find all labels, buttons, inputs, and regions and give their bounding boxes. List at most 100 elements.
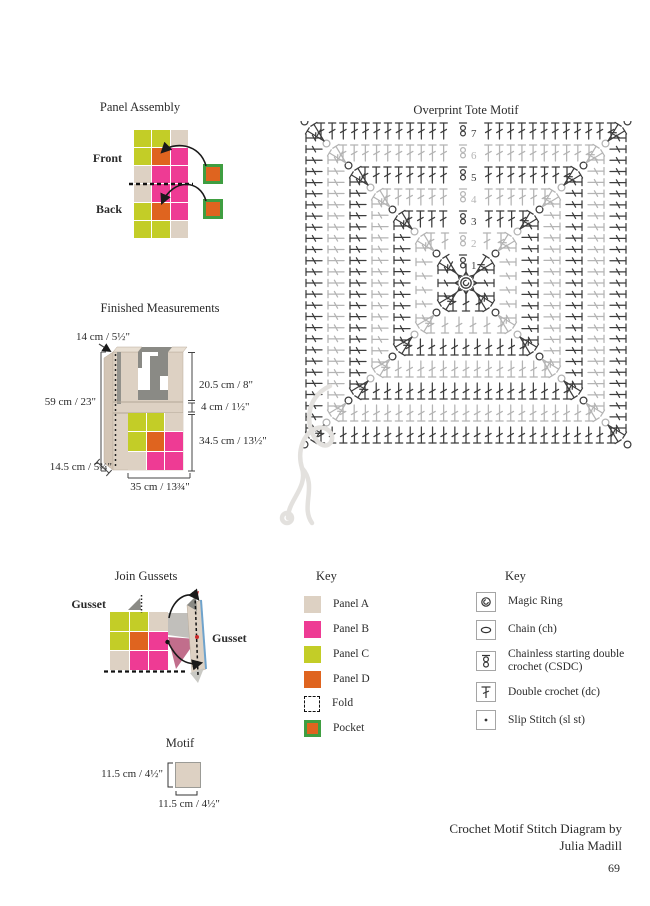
credit-line-1: Crochet Motif Stitch Diagram by xyxy=(449,821,622,836)
D-swatch xyxy=(304,671,321,688)
motif-chart-title: Overprint Tote Motif xyxy=(413,103,519,117)
total-height-label: 59 cm / 23" xyxy=(44,396,96,408)
grid-cell-c xyxy=(128,432,146,451)
key-item-slip-stitch: Slip Stitch (sl st) xyxy=(476,710,630,731)
grid-cell-c xyxy=(152,220,170,238)
double-crochet-icon xyxy=(476,682,496,703)
grid-cell-b xyxy=(170,202,188,220)
back-handle-shadow xyxy=(158,352,168,376)
motif-chart-section: Overprint Tote Motif 1 2 3 4 5 6 7 xyxy=(298,95,638,475)
handle-notch xyxy=(138,352,168,400)
grid-cell-a xyxy=(110,651,129,670)
grid-cell-c xyxy=(134,130,152,148)
gusset-edge-line xyxy=(200,599,207,670)
key-panels-title: Key xyxy=(316,569,337,583)
grid-cell-a xyxy=(170,130,188,148)
gusset-flag-triangle xyxy=(128,598,141,610)
svg-text:3: 3 xyxy=(471,216,477,228)
csdc-icon xyxy=(476,651,496,672)
pocket-swatch xyxy=(304,720,321,737)
grid-cell-a xyxy=(149,612,168,631)
motif-size-section: Motif 11.5 cm / 4½" 11.5 cm / 4½" xyxy=(75,730,265,820)
key-stitches-section: Key Magic Ring Chain (ch) Chainless starti… xyxy=(470,565,650,735)
key-item-label: Magic Ring xyxy=(508,595,563,608)
grid-cell-c xyxy=(134,202,152,220)
key-item-label: Panel C xyxy=(333,647,370,660)
bag-top-edge xyxy=(112,346,143,353)
fold-swatch xyxy=(304,696,320,712)
motif-swatch xyxy=(175,762,201,788)
gusset-label-left: Gusset xyxy=(71,597,106,611)
grid-cell-b xyxy=(129,651,149,670)
grid-cell-c xyxy=(152,130,170,148)
key-panels-section: Key Panel A Panel B Panel C Panel D Fold Pock… xyxy=(298,565,473,750)
svg-text:5: 5 xyxy=(471,172,477,184)
grid-cell-c xyxy=(129,612,149,631)
back-handle-top xyxy=(138,347,172,352)
key-item-label: Chain (ch) xyxy=(508,623,557,636)
fold-shadow-pink xyxy=(168,637,197,669)
page-number: 69 xyxy=(608,861,620,875)
panel-assembly-grid xyxy=(134,130,188,238)
svg-text:2: 2 xyxy=(471,238,477,250)
key-item-label: Pocket xyxy=(333,721,365,734)
grid-cell-c xyxy=(134,220,152,238)
back-handle-base xyxy=(138,390,168,400)
grid-cell-b xyxy=(146,451,165,470)
grid-cell-a xyxy=(134,166,152,184)
svg-text:7: 7 xyxy=(471,128,477,140)
key-item-pocket: Pocket xyxy=(304,720,370,737)
grid-cell-d xyxy=(146,432,165,451)
key-item-label: Panel A xyxy=(333,597,370,610)
motif-size-title: Motif xyxy=(165,736,195,750)
finished-measurements-section: Finished Measurements xyxy=(40,295,290,510)
key-item-fold: Fold xyxy=(304,696,370,712)
crochet-stitch-diagram: 1 2 3 4 5 6 7 xyxy=(300,121,632,449)
width-label: 35 cm / 13¾" xyxy=(130,481,190,493)
grid-cell-c xyxy=(146,413,165,432)
grid-cell-a xyxy=(170,220,188,238)
key-item-panel-b: Panel B xyxy=(304,621,370,638)
depth-label: 14.5 cm / 5¾" xyxy=(49,461,112,473)
panel-assembly-section: Panel Assembly Front Back xyxy=(40,95,280,250)
grid-cell-c xyxy=(128,413,146,432)
key-item-label: Panel D xyxy=(333,672,370,685)
grid-cell-b xyxy=(152,184,170,202)
credit-text: Crochet Motif Stitch Diagram by Julia Ma… xyxy=(342,820,622,854)
key-item-panel-a: Panel A xyxy=(304,596,370,613)
fold-arrow xyxy=(167,641,204,671)
grid-cell-d xyxy=(152,202,170,220)
slip-stitch-icon xyxy=(476,710,496,731)
key-item-double-crochet: Double crochet (dc) xyxy=(476,682,630,703)
motif-width-label: 11.5 cm / 4½" xyxy=(158,798,220,810)
back-handle xyxy=(150,356,160,400)
grid-cell-b xyxy=(170,184,188,202)
grid-cell-c xyxy=(110,631,129,651)
key-item-label: Slip Stitch (sl st) xyxy=(508,713,585,726)
finished-measurements-title: Finished Measurements xyxy=(100,301,220,315)
key-item-csdc: Chainless starting double crochet (CSDC) xyxy=(476,648,630,674)
grid-cell-b xyxy=(152,166,170,184)
back-handle-shadow xyxy=(138,352,142,368)
fold-shadow xyxy=(168,613,197,639)
key-item-label: Chainless starting double crochet (CSDC) xyxy=(508,648,625,674)
gusset-strip xyxy=(186,599,207,675)
C-swatch xyxy=(304,646,321,663)
red-marker xyxy=(193,591,199,599)
red-dot xyxy=(195,635,199,639)
key-item-panel-d: Panel D xyxy=(304,671,370,688)
A-swatch xyxy=(304,596,321,613)
key-item-chain: Chain (ch) xyxy=(476,620,630,640)
side-interior-shadow xyxy=(117,352,121,404)
key-item-magic-ring: Magic Ring xyxy=(476,592,630,612)
grid-cell-a xyxy=(134,184,152,202)
gusset-bottom-triangle xyxy=(190,668,204,683)
key-item-label: Panel B xyxy=(333,622,370,635)
svg-text:6: 6 xyxy=(471,150,477,162)
key-item-panel-c: Panel C xyxy=(304,646,370,663)
handle-height-label: 20.5 cm / 8" xyxy=(199,379,253,391)
panel-assembly-title: Panel Assembly xyxy=(99,100,181,114)
bag-side-face xyxy=(103,351,114,471)
grid-cell-b xyxy=(170,166,188,184)
